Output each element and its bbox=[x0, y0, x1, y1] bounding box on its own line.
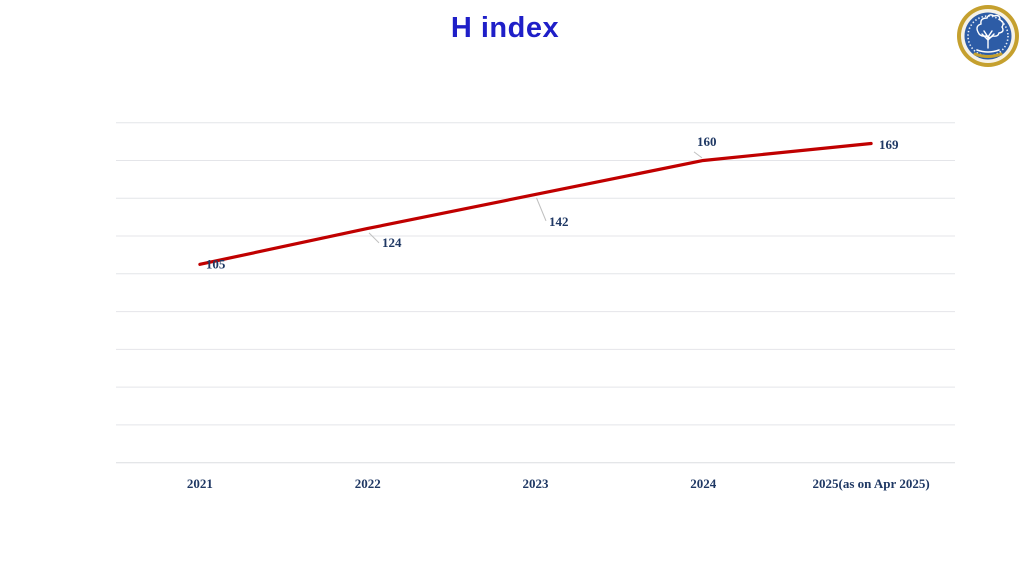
data-label-leader-line bbox=[368, 232, 380, 244]
x-axis-label: 2025(as on Apr 2025) bbox=[813, 476, 930, 491]
x-axis-label: 2023 bbox=[523, 476, 550, 491]
institute-seal-logo bbox=[956, 4, 1020, 68]
data-label-leader-line bbox=[536, 197, 547, 222]
data-label-leader-line bbox=[693, 151, 703, 159]
x-axis-label: 2022 bbox=[355, 476, 381, 491]
tree-icon bbox=[976, 14, 1004, 53]
data-label: 124 bbox=[382, 235, 402, 250]
x-axis-label: 2021 bbox=[187, 476, 213, 491]
data-label: 160 bbox=[697, 134, 717, 149]
h-index-series-line bbox=[198, 141, 873, 266]
x-axis-label: 2024 bbox=[690, 476, 717, 491]
data-label: 169 bbox=[879, 137, 899, 152]
institute-seal-icon bbox=[957, 5, 1019, 67]
data-label: 142 bbox=[549, 214, 569, 229]
data-label: 105 bbox=[206, 256, 226, 271]
chart-title: H index bbox=[450, 12, 560, 44]
